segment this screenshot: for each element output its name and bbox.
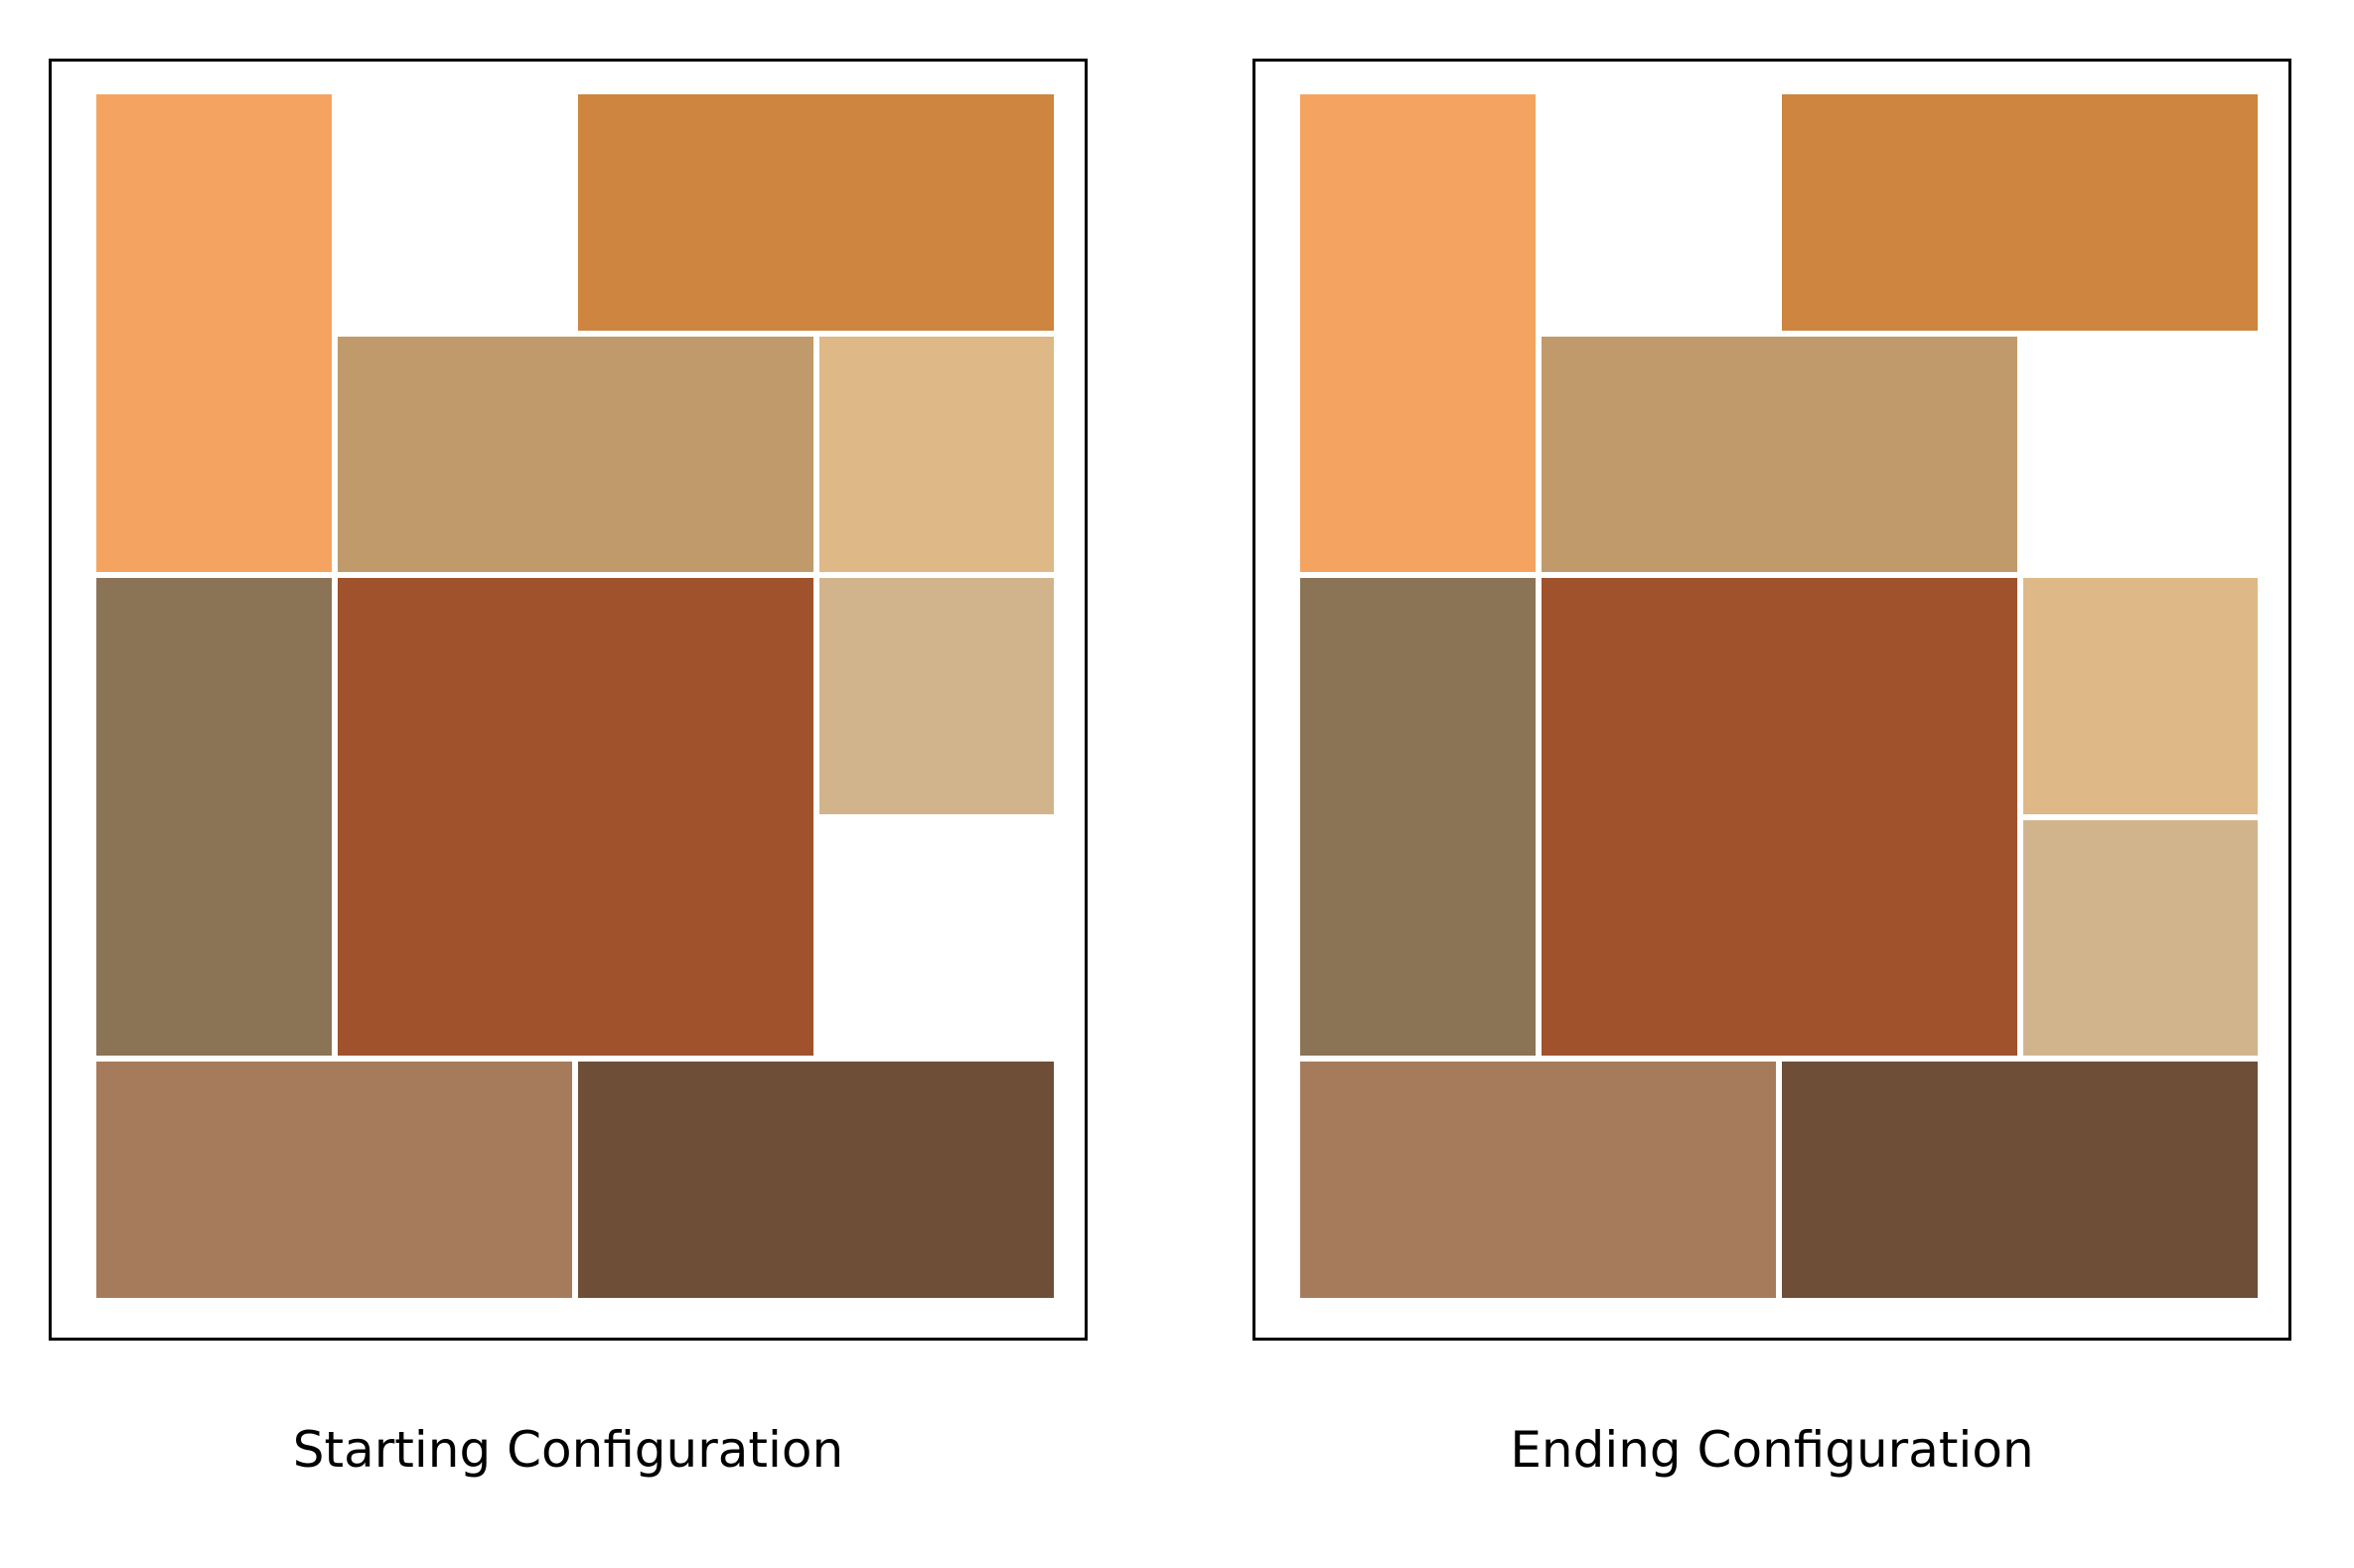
- block-g[interactable]: [337, 578, 813, 1056]
- block-h[interactable]: [96, 1062, 572, 1298]
- block-g[interactable]: [1541, 578, 2017, 1056]
- block-d[interactable]: [818, 336, 1054, 572]
- ending-configuration-board: [1252, 59, 2291, 1341]
- block-b[interactable]: [578, 94, 1054, 331]
- block-c[interactable]: [337, 336, 813, 572]
- block-h[interactable]: [1300, 1062, 1776, 1298]
- block-i[interactable]: [1782, 1062, 2258, 1298]
- ending-board-grid: [1300, 94, 2260, 1298]
- ending-configuration-caption: Ending Configuration: [1510, 1421, 2034, 1479]
- starting-board-grid: [96, 94, 1056, 1298]
- block-e[interactable]: [2022, 819, 2258, 1056]
- block-a[interactable]: [96, 94, 332, 572]
- block-a[interactable]: [1300, 94, 1536, 572]
- block-e[interactable]: [818, 578, 1054, 814]
- block-d[interactable]: [2022, 578, 2258, 814]
- block-f[interactable]: [96, 578, 332, 1056]
- starting-configuration-board: [49, 59, 1088, 1341]
- block-c[interactable]: [1541, 336, 2017, 572]
- block-f[interactable]: [1300, 578, 1536, 1056]
- starting-configuration-caption: Starting Configuration: [292, 1421, 844, 1479]
- block-i[interactable]: [578, 1062, 1054, 1298]
- block-b[interactable]: [1782, 94, 2258, 331]
